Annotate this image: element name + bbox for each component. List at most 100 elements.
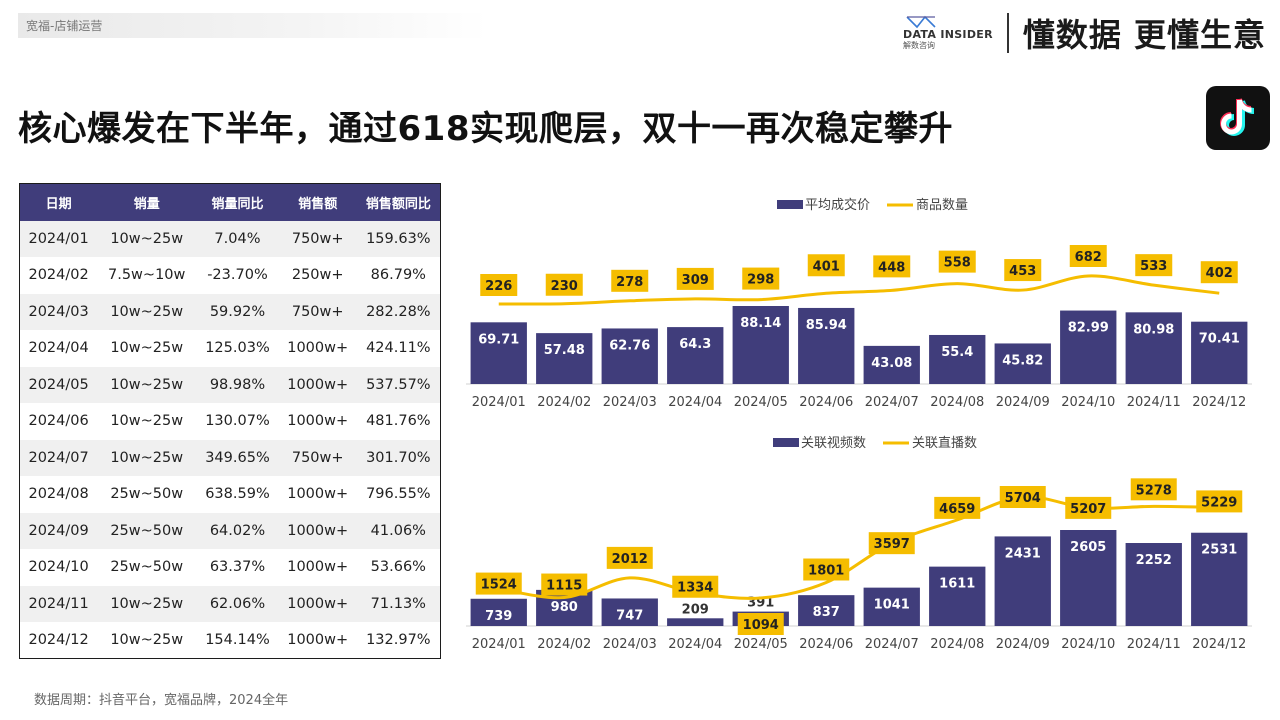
cell-revenue-yoy: 301.70% [356,439,441,476]
bar-value-label: 69.71 [478,332,519,347]
monthly-sales-table: 日期 销量 销量同比 销售额 销售额同比 2024/01 10w~25w 7.04%… [19,183,441,659]
cell-revenue-yoy: 481.76% [356,403,441,440]
x-tick-label: 2024/08 [930,637,984,652]
line-value-label: 4659 [939,502,975,517]
bar [667,327,724,384]
cell-volume-yoy: 63.37% [196,549,279,586]
x-tick-label: 2024/01 [472,395,526,410]
line-value-label: 1334 [677,581,713,596]
line-value-label: 401 [813,259,840,274]
cell-revenue-yoy: 537.57% [356,366,441,403]
x-tick-label: 2024/09 [996,637,1050,652]
bar [798,307,855,384]
x-tick-label: 2024/05 [734,637,788,652]
legend-label-line: 商品数量 [916,198,968,213]
cell-revenue: 1000w+ [278,403,357,440]
bar [536,333,593,384]
bar-value-label: 980 [551,600,578,615]
bar-value-label: 62.76 [609,338,650,353]
line-value-label: 298 [747,273,774,288]
cell-revenue: 750w+ [278,220,357,257]
legend-swatch-bar [777,200,803,209]
x-tick-label: 2024/05 [734,395,788,410]
line-label-box [803,558,850,581]
bar [470,598,527,626]
bar [1060,310,1117,384]
bar-value-label: 43.08 [871,356,912,371]
bar-value-label: 1041 [874,598,910,613]
cell-revenue: 1000w+ [278,549,357,586]
line-value-label: 5229 [1201,495,1237,510]
cell-revenue: 250w+ [278,257,357,294]
header-revenue: 销售额 [278,183,357,221]
table-row: 2024/08 25w~50w 638.59% 1000w+ 796.55% [19,476,441,513]
line-label-box [611,269,649,292]
brand-logo: DATA INSIDER 解数咨询 [903,15,993,51]
cell-volume: 25w~50w [97,476,197,513]
cell-date: 2024/03 [19,293,98,330]
bar-value-label: 2252 [1136,553,1172,568]
table-header-row: 日期 销量 销量同比 销售额 销售额同比 [19,183,441,221]
cell-revenue: 1000w+ [278,366,357,403]
bar [1191,321,1248,384]
table-row: 2024/11 10w~25w 62.06% 1000w+ 71.13% [19,585,441,622]
video-live-count-chart: 关联视频数 关联直播数 739 2024/01 980 2024/02 747 2024/03… [466,436,1252,652]
table-row: 2024/12 10w~25w 154.14% 1000w+ 132.97% [19,622,441,659]
cell-volume-yoy: 154.14% [196,622,279,659]
bar [863,345,920,384]
line-value-label: 5704 [1005,491,1041,506]
line-label-box [807,254,845,277]
bar-value-label: 1611 [939,577,975,592]
table-row: 2024/01 10w~25w 7.04% 750w+ 159.63% [19,220,441,257]
footnote: 数据周期：抖音平台，宽福品牌，2024全年 [34,693,289,708]
x-tick-label: 2024/12 [1192,395,1246,410]
line-label-box [606,546,653,569]
table-row: 2024/05 10w~25w 98.98% 1000w+ 537.57% [19,366,441,403]
legend-label-bar: 平均成交价 [805,197,870,213]
line-label-box [676,267,714,290]
bar [798,595,855,626]
line-value-label: 1115 [546,579,582,594]
cell-revenue-yoy: 424.11% [356,330,441,367]
x-tick-label: 2024/06 [799,637,853,652]
line-value-label: 2012 [612,552,648,567]
bar [863,587,920,626]
legend-label-line: 关联直播数 [912,436,977,451]
x-tick-label: 2024/07 [865,395,919,410]
cell-volume-yoy: 62.06% [196,585,279,622]
header-revenue-yoy: 销售额同比 [356,183,441,221]
cell-volume-yoy: 64.02% [196,512,279,549]
x-tick-label: 2024/06 [799,395,853,410]
bar [929,334,986,384]
cell-volume-yoy: -23.70% [196,257,279,294]
x-tick-label: 2024/04 [668,395,722,410]
x-tick-label: 2024/11 [1127,637,1181,652]
cell-revenue-yoy: 53.66% [356,549,441,586]
bar [470,322,527,384]
line-value-label: 1094 [743,618,779,633]
line-label-box [1130,478,1177,501]
cell-revenue-yoy: 132.97% [356,622,441,659]
header-volume: 销量 [97,183,197,221]
cell-volume: 10w~25w [97,293,197,330]
breadcrumb: 宽福-店铺运营 [18,13,488,38]
bar-value-label: 837 [813,605,840,620]
table-row: 2024/09 25w~50w 64.02% 1000w+ 41.06% [19,512,441,549]
bar [1125,543,1182,626]
bar [601,328,658,384]
x-tick-label: 2024/09 [996,395,1050,410]
legend-label-bar: 关联视频数 [801,436,866,451]
line-label-box [1135,254,1173,277]
line-value-label: 278 [616,275,643,290]
line-value-label: 309 [682,273,709,288]
x-tick-label: 2024/12 [1192,637,1246,652]
brand-name: DATA INSIDER [903,28,993,41]
bar [1060,530,1117,626]
bar [1125,312,1182,384]
bar-value-label: 64.3 [679,337,711,352]
cell-date: 2024/01 [19,220,98,257]
line-label-box [545,273,583,296]
cell-volume-yoy: 638.59% [196,476,279,513]
line-label-box [541,573,588,596]
bar [1191,532,1248,626]
